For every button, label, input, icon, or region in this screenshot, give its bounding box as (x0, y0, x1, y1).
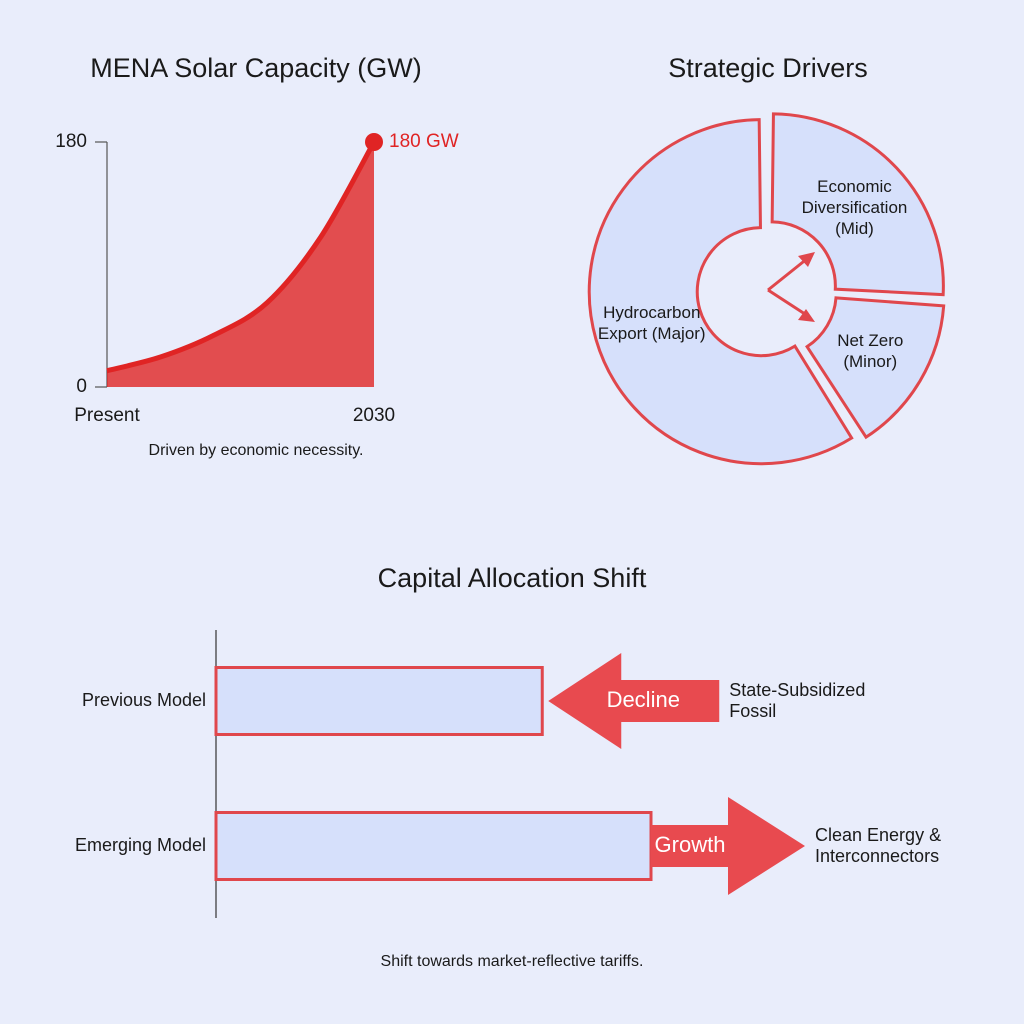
slice-label: Net Zero (Minor) (837, 331, 904, 372)
trend-arrow (548, 653, 720, 749)
trend-note: State-Subsidized Fossil (729, 680, 866, 721)
arrow (767, 256, 809, 318)
trend-label: Decline (607, 687, 680, 712)
trend-arrow (651, 797, 805, 895)
area (107, 142, 374, 387)
x-tick-label: Present (74, 405, 140, 426)
bar (214, 811, 653, 881)
chart-title: Capital Allocation Shift (378, 563, 647, 593)
point (365, 133, 383, 151)
chart-note: Driven by economic necessity. (149, 442, 364, 459)
chart-title: Strategic Drivers (668, 53, 868, 83)
data-label: 180 GW (389, 131, 459, 152)
slice-label: Economic Diversification (Mid) (801, 177, 908, 239)
slice-label: Hydrocarbon Export (Major) (597, 303, 706, 344)
line (106, 140, 377, 374)
y-tick-label: 180 (55, 131, 87, 152)
pie-slice (805, 296, 946, 440)
y-tick-label: Emerging Model (75, 835, 206, 855)
chart-title: MENA Solar Capacity (GW) (90, 53, 422, 83)
chart-note: Shift towards market-reflective tariffs. (381, 953, 644, 970)
bar (214, 666, 544, 736)
trend-label: Growth (655, 832, 726, 857)
trend-note: Clean Energy & Interconnectors (815, 825, 942, 866)
pie-slice (587, 118, 854, 466)
y-tick-label: 0 (76, 376, 87, 397)
pie-slice (770, 112, 945, 297)
x-tick-label: 2030 (353, 405, 395, 426)
y-tick-label: Previous Model (82, 690, 206, 710)
